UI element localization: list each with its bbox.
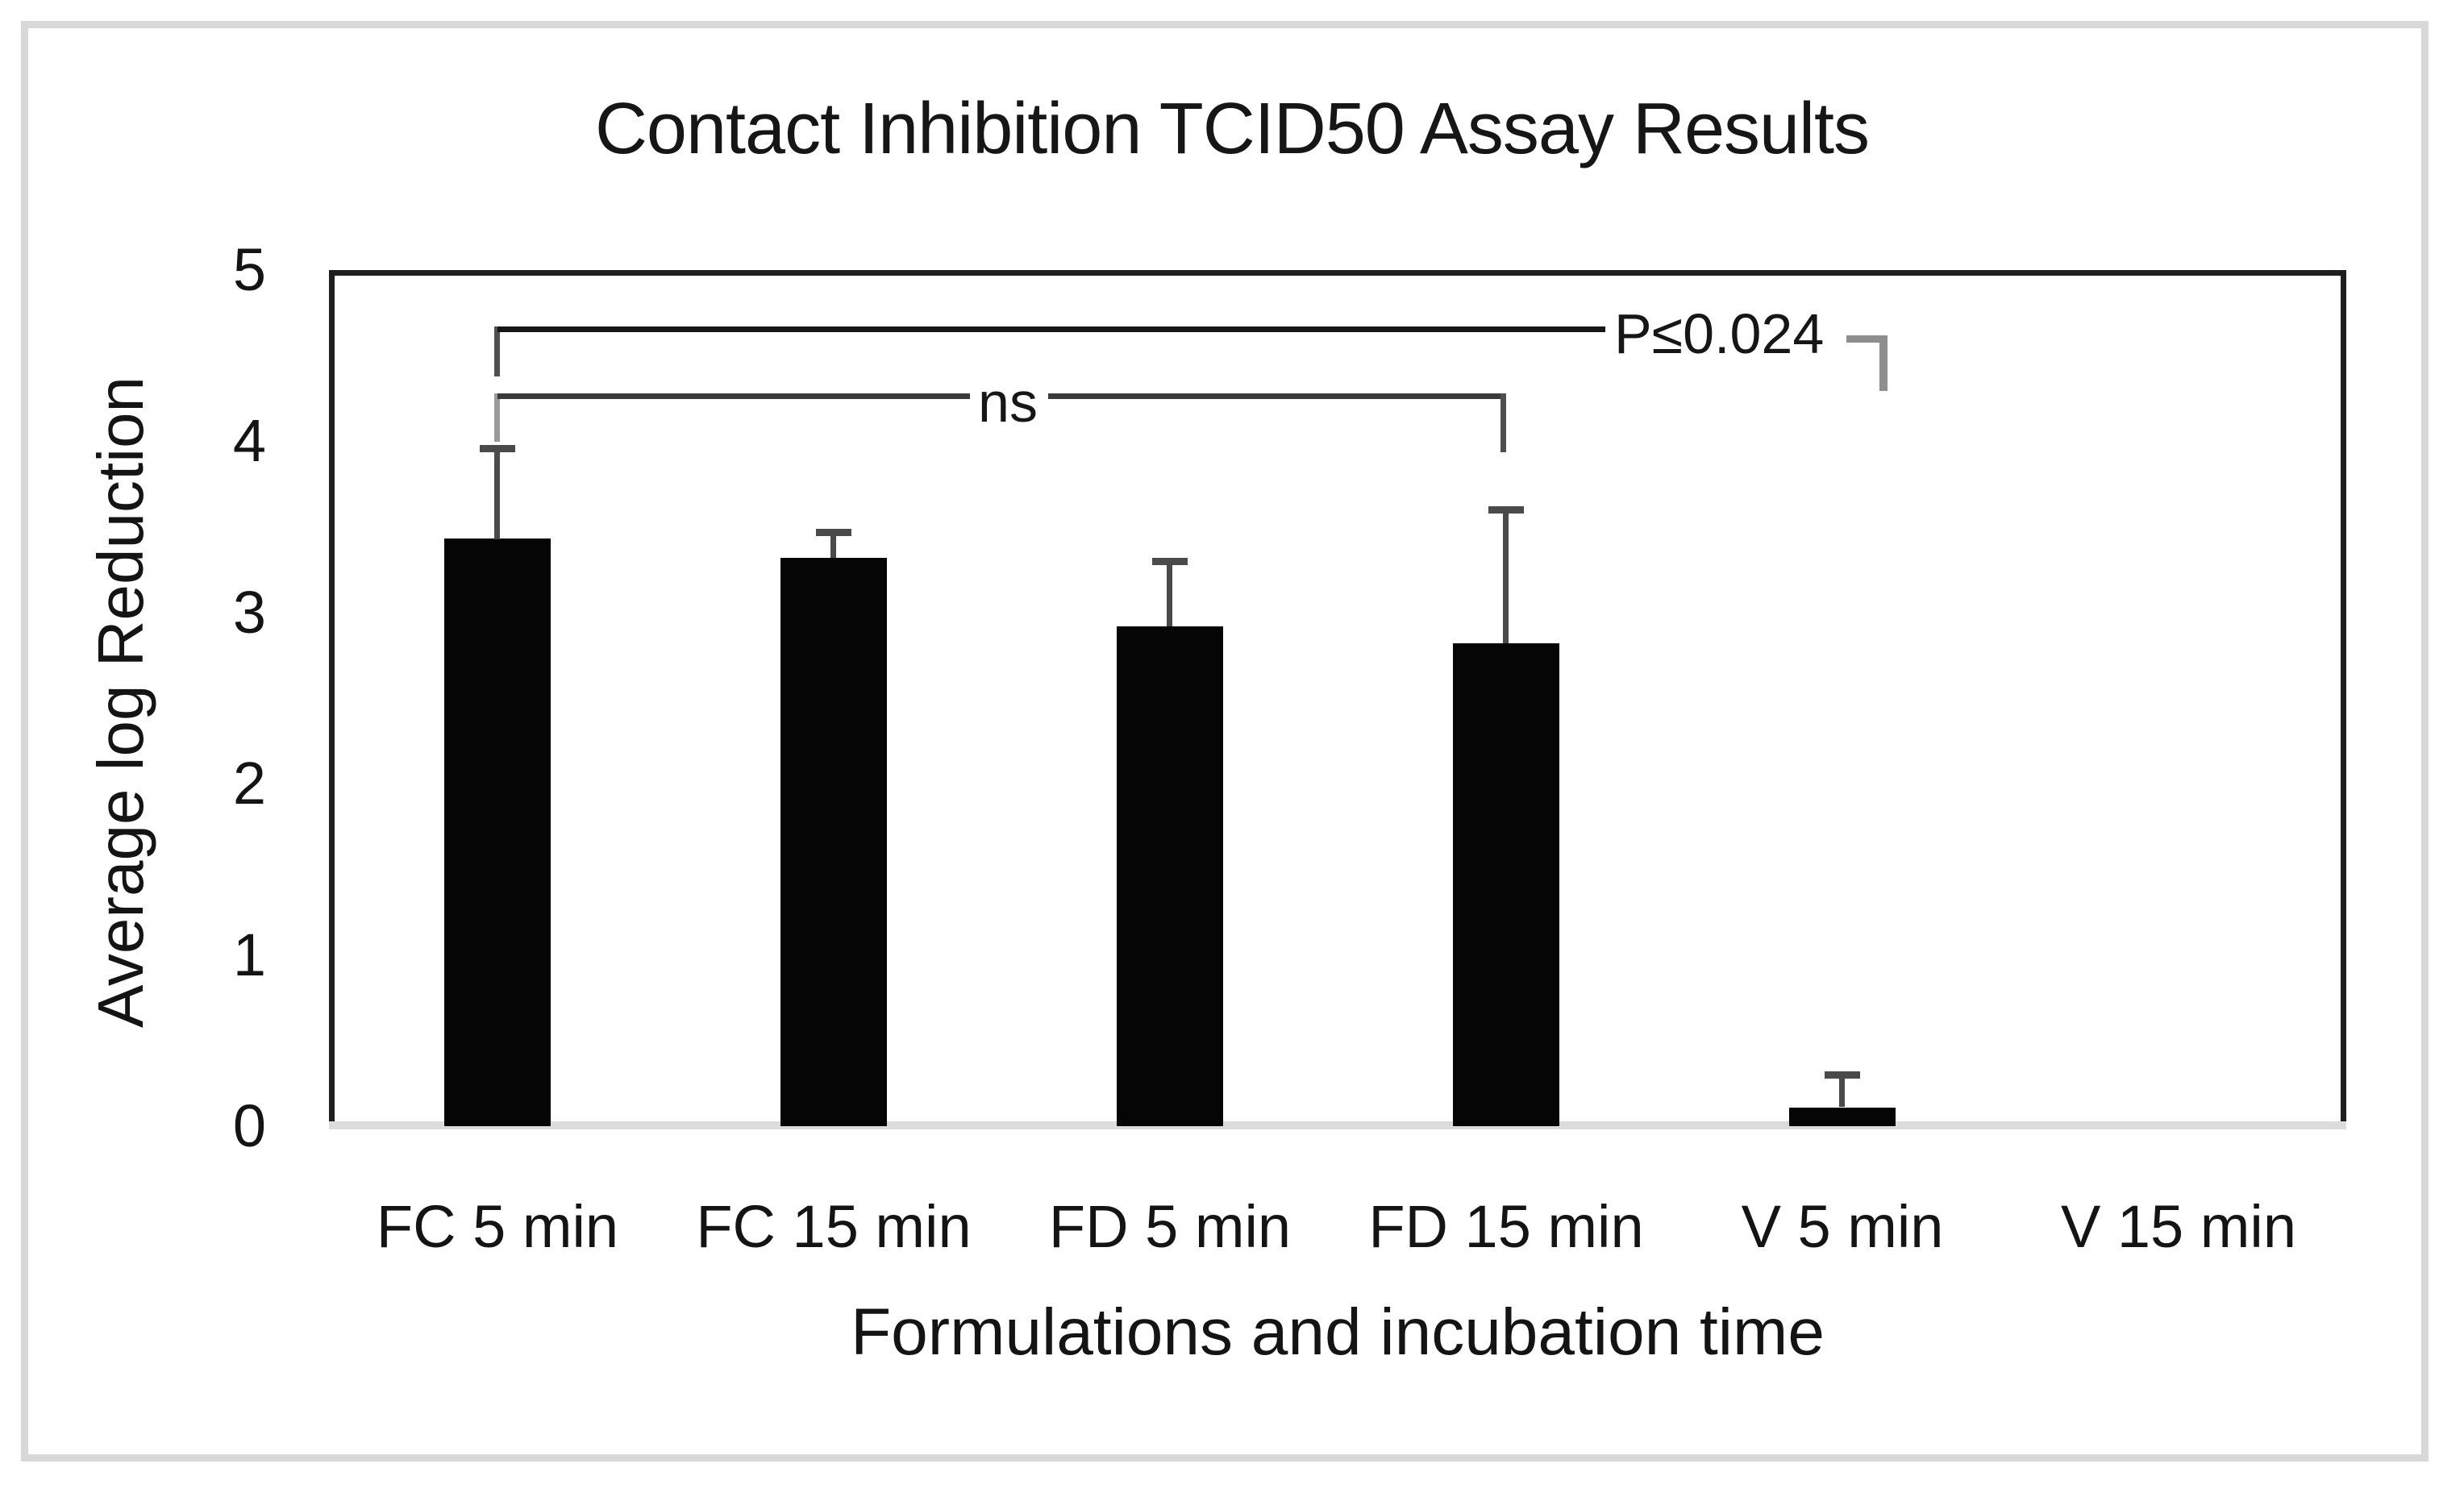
error-bar-cap-v-5-min [1825, 1071, 1860, 1079]
error-bar-line-fc-15-min [830, 532, 836, 558]
significance-tick-ns-right [1500, 393, 1506, 452]
x-axis-line [329, 1121, 2346, 1129]
figure-border [21, 21, 2429, 1462]
bar-fc-5-min [444, 539, 551, 1126]
y-axis-title: Average log Reduction [85, 376, 156, 1028]
error-bar-cap-fc-5-min [480, 445, 515, 452]
significance-corner-horizontal [1846, 335, 1887, 343]
error-bar-cap-fd-15-min [1488, 506, 1524, 514]
x-axis-title: Formulations and incubation time [851, 1295, 1825, 1369]
y-tick-label-5: 5 [232, 236, 266, 303]
error-bar-line-fd-5-min [1167, 561, 1172, 626]
error-bar-line-v-5-min [1839, 1075, 1845, 1107]
significance-corner-vertical [1879, 335, 1888, 391]
bar-fc-15-min [780, 558, 887, 1126]
x-tick-label-fd-5-min: FD 5 min [1048, 1193, 1292, 1260]
significance-line-ns-right [1048, 393, 1506, 399]
error-bar-cap-fc-15-min [816, 529, 851, 536]
error-bar-line-fd-15-min [1503, 509, 1509, 643]
plot-area [329, 270, 2346, 1126]
significance-label-ns: ns [978, 371, 1038, 434]
x-tick-label-v-5-min: V 5 min [1741, 1193, 1944, 1260]
y-tick-label-0: 0 [232, 1092, 266, 1159]
chart-title: Contact Inhibition TCID50 Assay Results [594, 89, 1870, 169]
y-tick-label-3: 3 [232, 579, 266, 646]
x-tick-label-fc-15-min: FC 15 min [696, 1193, 972, 1260]
error-bar-cap-fd-5-min [1152, 558, 1188, 565]
x-tick-label-fd-15-min: FD 15 min [1368, 1193, 1644, 1260]
x-tick-label-v-15-min: V 15 min [2060, 1193, 2297, 1260]
significance-tick-ns-left [494, 393, 500, 442]
bar-fd-5-min [1117, 626, 1223, 1126]
y-tick-label-1: 1 [232, 921, 266, 988]
significance-line-pvalue [497, 326, 1605, 332]
y-tick-label-2: 2 [232, 750, 266, 817]
x-tick-label-fc-5-min: FC 5 min [376, 1193, 619, 1260]
significance-line-ns-left [497, 393, 970, 399]
significance-label-pvalue: P≤0.024 [1614, 302, 1825, 365]
error-bar-line-fc-5-min [494, 448, 500, 539]
y-tick-label-4: 4 [232, 407, 266, 474]
bar-fd-15-min [1453, 643, 1559, 1126]
bar-v-5-min [1789, 1108, 1896, 1126]
significance-tick-pvalue-left [494, 326, 500, 376]
